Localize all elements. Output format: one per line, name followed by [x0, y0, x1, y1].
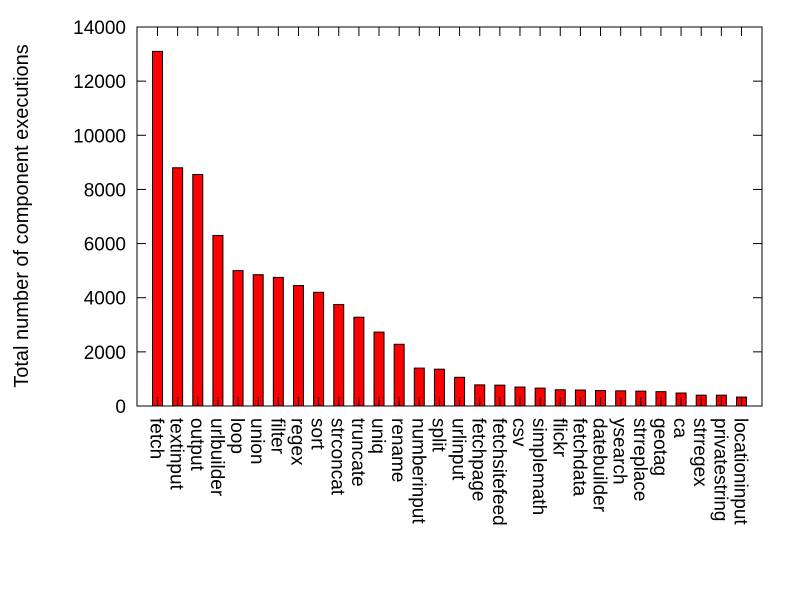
x-tick-label-fetchdata: fetchdata: [568, 418, 589, 497]
x-tick-label-uniq: uniq: [367, 418, 388, 454]
x-tick-label-ysearch: ysearch: [609, 418, 630, 485]
bar-filter: [272, 276, 284, 407]
x-tick-label-split: split: [427, 418, 448, 453]
y-tick-label: 0: [115, 397, 126, 418]
x-tick-label-fetchpage: fetchpage: [468, 418, 489, 501]
y-axis-title: Total number of component executions: [11, 44, 33, 388]
x-tick-label-ca: ca: [669, 418, 690, 439]
bar-fetch: [152, 50, 163, 407]
x-tick-label-privatestring: privatestring: [709, 418, 730, 522]
x-tick-label-strreplace: strreplace: [629, 418, 650, 501]
plot-frame: [136, 26, 763, 407]
x-tick-label-strconcat: strconcat: [327, 418, 348, 496]
x-tick-label-rename: rename: [387, 418, 408, 482]
bar-uniq: [373, 331, 385, 407]
y-axis: 0 2000 4000 6000 8000 10000 12000 14000: [73, 18, 762, 418]
x-tick-label-fetchsitefeed: fetchsitefeed: [488, 418, 509, 526]
x-tick-label-truncate: truncate: [347, 418, 368, 487]
bars: [152, 50, 747, 407]
x-tick-label-regex: regex: [286, 418, 307, 466]
y-tick-label: 10000: [73, 126, 126, 147]
x-tick-label-sort: sort: [307, 418, 328, 450]
bar-union: [252, 274, 264, 407]
x-tick-label-geotag: geotag: [649, 418, 670, 476]
x-tick-label-csv: csv: [508, 418, 529, 447]
y-tick-label: 12000: [73, 72, 126, 93]
x-axis: fetch textinput output urlbuilder loop union f…: [146, 27, 751, 526]
x-tick-label-flickr: flickr: [548, 418, 569, 458]
bar-output: [192, 174, 204, 407]
x-tick-label-filter: filter: [266, 418, 287, 455]
x-tick-label-numberinput: numberinput: [407, 418, 428, 524]
bar-truncate: [353, 316, 365, 407]
x-tick-label-output: output: [186, 418, 207, 472]
x-tick-label-datebuilder: datebuilder: [589, 418, 610, 513]
x-tick-label-strregex: strregex: [689, 418, 710, 487]
x-tick-label-locationinput: locationinput: [730, 418, 751, 525]
x-tick-label-fetch: fetch: [146, 418, 167, 459]
y-tick-label: 6000: [84, 235, 126, 256]
bar-urlbuilder: [212, 234, 224, 407]
x-tick-label-loop: loop: [226, 418, 247, 454]
bar-regex: [292, 285, 304, 407]
y-tick-label: 14000: [73, 18, 126, 39]
bar-sort: [313, 291, 325, 407]
x-tick-label-union: union: [246, 418, 267, 465]
y-tick-label: 2000: [84, 343, 126, 364]
y-tick-label: 4000: [84, 289, 126, 310]
bar-strconcat: [333, 303, 345, 407]
bar-loop: [232, 270, 244, 407]
x-tick-label-textinput: textinput: [166, 418, 187, 491]
x-tick-label-simplemath: simplemath: [528, 418, 549, 515]
y-tick-label: 8000: [84, 180, 126, 201]
bar-textinput: [172, 167, 184, 407]
x-tick-label-urlinput: urlinput: [448, 418, 469, 481]
x-tick-label-urlbuilder: urlbuilder: [206, 418, 227, 497]
bar-rename: [393, 343, 405, 407]
